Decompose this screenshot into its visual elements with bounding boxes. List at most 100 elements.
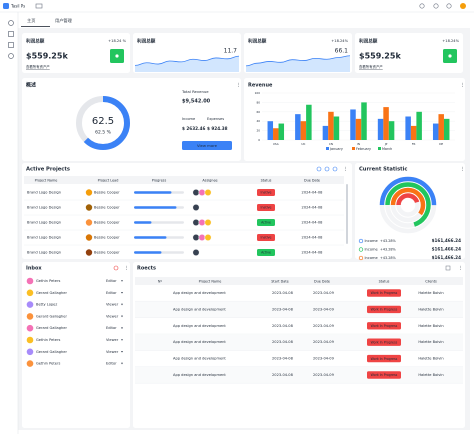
role-caret[interactable]	[121, 292, 123, 294]
user-name: Gerard Gallagher	[36, 350, 67, 354]
legend-label: Income	[365, 248, 379, 252]
user-role: Editor	[106, 291, 117, 295]
cell: App design and development	[173, 357, 226, 361]
cell: Bessie Cooper	[94, 191, 120, 195]
view-more-button[interactable]	[182, 141, 232, 150]
donut-caption: 62.5 %	[95, 130, 111, 136]
header-icon[interactable]	[446, 3, 452, 9]
cell: 2023-04-08	[272, 307, 294, 311]
user-name: Gethin Peters	[36, 362, 60, 366]
x-tick-label: FR	[412, 142, 416, 146]
bar	[377, 118, 384, 140]
cell: App design and development	[173, 291, 226, 295]
bar	[306, 104, 312, 140]
y-tick-label: 60	[256, 110, 260, 114]
cell: 2023-04-08	[272, 324, 294, 328]
y-tick-label: 20	[256, 129, 260, 133]
panel-title: Inbox	[26, 266, 42, 272]
more-icon[interactable]: ⋮	[124, 266, 129, 272]
user-role: Viewer	[106, 314, 119, 318]
cell: Brand Logo Design	[27, 251, 61, 255]
legend-swatch	[378, 147, 381, 150]
cell: 2023-04-09	[313, 373, 335, 377]
avatar	[192, 234, 200, 241]
avatar	[192, 219, 200, 226]
card-value: $559.25k	[26, 52, 68, 61]
nav-icon[interactable]	[8, 53, 14, 59]
panel	[22, 262, 130, 428]
column-header: Clients	[425, 279, 437, 283]
cell: Bessie Cooper	[94, 236, 120, 240]
more-icon[interactable]: ⋮	[343, 167, 348, 173]
scrollbar	[346, 184, 348, 244]
status-badge	[367, 371, 401, 379]
panel	[22, 78, 241, 161]
cell: App design and development	[173, 324, 226, 328]
x-tick-label: DE	[439, 142, 443, 146]
cell: App design and development	[173, 373, 226, 377]
column-header: Due Date	[304, 178, 320, 182]
column-header: Nº	[158, 279, 163, 283]
panel-title: Active Projects	[26, 167, 70, 173]
bar	[267, 121, 274, 140]
column-header: Start Date	[271, 279, 288, 283]
bar	[273, 128, 279, 140]
role-caret[interactable]	[121, 315, 123, 318]
progress-bar	[134, 251, 162, 254]
card-title: 利润总额	[136, 38, 156, 45]
legend-icon	[358, 247, 364, 252]
legend-icon	[358, 255, 364, 261]
nav-icon[interactable]	[8, 42, 14, 48]
menu-icon[interactable]	[35, 3, 43, 9]
cell: 2024-04-08	[302, 251, 324, 255]
row-stripe	[135, 301, 463, 318]
role-caret[interactable]	[121, 351, 123, 353]
sparkline	[134, 55, 240, 66]
toolbar-icon[interactable]	[324, 166, 330, 172]
card-change: +18.24%	[331, 39, 348, 43]
role-caret[interactable]	[121, 362, 123, 365]
role-caret[interactable]	[121, 280, 123, 282]
nav-icon[interactable]	[8, 20, 14, 26]
avatar	[204, 234, 212, 241]
bar	[278, 123, 285, 140]
more-icon[interactable]: ⋮	[460, 83, 465, 89]
user-name: Gethin Peters	[36, 279, 60, 283]
card-change: +18.24%	[442, 39, 459, 43]
tab: 主页	[27, 17, 35, 24]
avatar[interactable]	[460, 3, 466, 9]
nav-icon[interactable]	[8, 31, 14, 37]
panel-title: 概述	[26, 82, 36, 89]
role-caret[interactable]	[121, 303, 123, 306]
status-badge	[257, 219, 275, 226]
progress-bar	[134, 191, 172, 194]
role-caret[interactable]	[121, 339, 123, 341]
avatar	[198, 219, 206, 226]
toolbar-icon[interactable]	[316, 166, 322, 172]
toolbar-icon[interactable]	[332, 166, 338, 172]
header-icon[interactable]	[419, 3, 425, 9]
user-name: Gerard Gallagher	[36, 314, 67, 318]
status-badge	[367, 354, 401, 363]
sparkline-area	[135, 56, 239, 72]
x-tick-label: IN	[357, 142, 360, 146]
avatar	[26, 277, 34, 285]
status-badge	[367, 338, 401, 346]
cell: Brand Logo Design	[27, 206, 61, 210]
header-icon[interactable]	[433, 3, 439, 9]
status-badge	[257, 249, 275, 256]
cell: 2023-04-09	[313, 307, 335, 311]
role-caret[interactable]	[121, 327, 123, 329]
more-icon[interactable]: ⋮	[458, 266, 463, 272]
more-icon[interactable]: ⋮	[460, 167, 465, 173]
cell: 2023-04-08	[272, 340, 294, 344]
inbox-icon[interactable]	[113, 265, 119, 271]
tab: 用户管理	[55, 17, 73, 24]
more-icon[interactable]: ⋮	[236, 83, 241, 89]
stat-value: $9,542.00	[182, 99, 211, 105]
toolbar-icon[interactable]	[445, 265, 451, 271]
cell: Brand Logo Design	[27, 236, 61, 240]
cell: Brand Logo Design	[27, 221, 61, 225]
card-title: 利润总额	[247, 38, 267, 45]
